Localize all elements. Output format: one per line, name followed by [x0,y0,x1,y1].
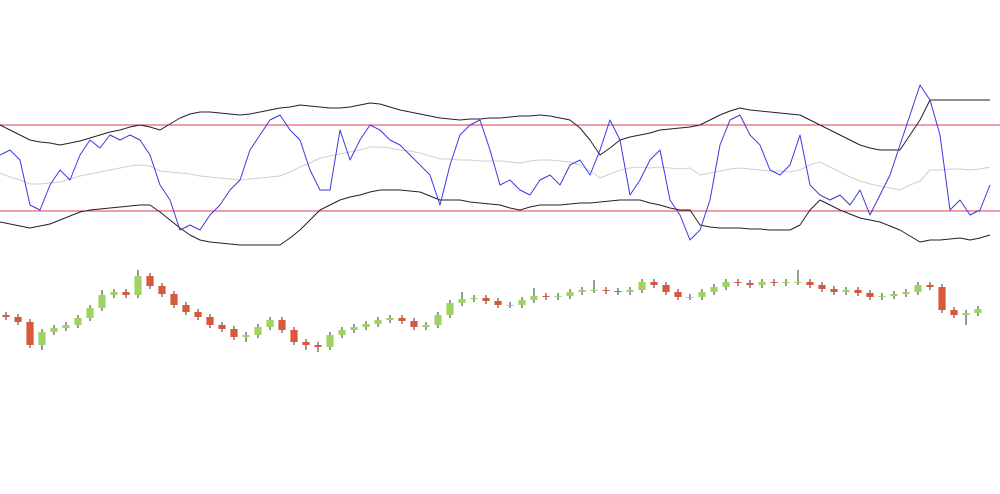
candle-body [722,282,730,287]
candle-body [650,282,658,285]
candle-body [734,282,742,283]
candle-body [542,296,550,297]
candle-body [26,322,34,345]
candle-body [74,318,82,325]
candle-body [854,290,862,293]
candle-body [794,282,802,283]
candle-body [434,315,442,325]
candle-body [506,305,514,306]
candle-body [914,285,922,292]
candle-body [518,300,526,305]
candle-body [902,292,910,294]
candle-body [578,290,586,292]
candle-body [890,294,898,296]
candle-body [950,310,958,315]
candle-body [770,282,778,283]
candle-body [482,298,490,301]
candle-body [314,345,322,347]
candle-body [50,328,58,332]
series-line [0,146,991,191]
candle-body [698,292,706,297]
candle-body [806,282,814,285]
candle-body [290,330,298,342]
candle-body [530,296,538,300]
candle-body [626,290,634,292]
candle-body [590,290,598,291]
candle-body [554,296,562,297]
candle-body [98,295,106,308]
candle-body [218,325,226,329]
candle-body [926,285,934,287]
candle-body [158,286,166,294]
candle-body [374,320,382,324]
candle-body [362,324,370,327]
candle-body [38,332,46,345]
candle-body [254,327,262,335]
candle-body [398,318,406,321]
candle-body [674,292,682,297]
candle-body [134,276,142,295]
candle-body [938,287,946,310]
candle-body [194,312,202,317]
series-line [0,99,990,156]
candle-body [818,285,826,289]
oscillator-pane [0,84,1000,246]
candle-body [446,303,454,315]
candle-body [110,292,118,295]
candle-body [302,342,310,345]
candle-body [662,285,670,292]
candle-body [386,318,394,320]
candle-body [62,325,70,328]
candle-body [782,282,790,283]
candle-body [602,290,610,291]
candle-body [14,317,22,322]
series-line [0,189,991,246]
candle-body [830,289,838,292]
candle-body [842,290,850,292]
candle-body [326,335,334,347]
candle-body [962,313,970,315]
candle-body [242,335,250,337]
candle-body [974,309,982,313]
candle-body [146,276,154,286]
candle-body [422,325,430,327]
candle-body [86,308,94,318]
candle-body [266,320,274,327]
candle-body [878,296,886,297]
candle-body [170,294,178,305]
candle-body [470,298,478,299]
candle-body [410,321,418,327]
candle-body [614,291,622,292]
candle-body [230,329,238,337]
series-line [0,84,991,241]
candle-body [494,301,502,305]
candle-body [350,327,358,330]
candle-body [278,320,286,330]
candle-body [206,317,214,325]
candle-body [866,293,874,297]
candle-body [686,297,694,298]
candle-body [182,305,190,312]
candle-body [638,282,646,290]
candle-body [338,330,346,335]
candle-body [746,283,754,285]
candle-body [458,299,466,303]
price-pane [2,270,982,352]
candle-body [122,292,130,295]
candle-body [566,292,574,296]
candle-body [758,282,766,285]
candle-body [2,315,10,317]
candle-body [710,287,718,292]
